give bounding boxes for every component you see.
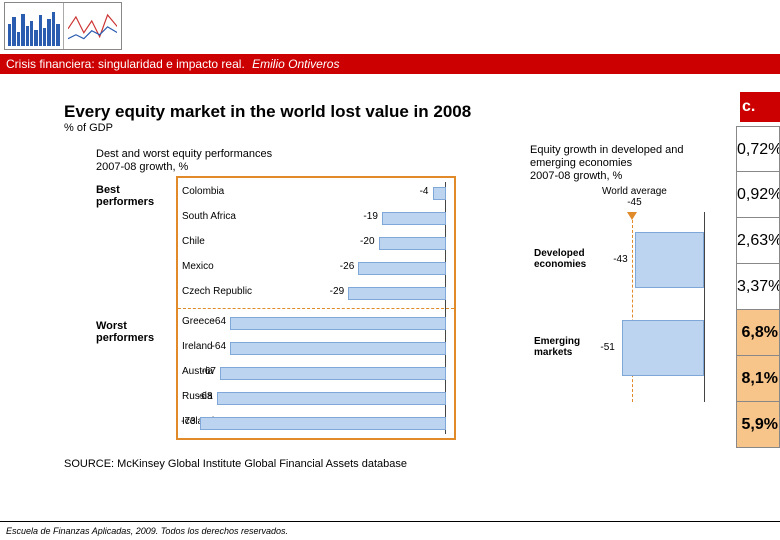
bar-rect	[358, 262, 446, 275]
left-chart-box: Colombia -4 South Africa -19 Chile -20 Mexico -…	[176, 176, 456, 440]
worst-performers-label: Worstperformers	[96, 320, 154, 344]
bar-rect	[382, 212, 446, 225]
bar-row: Czech Republic -29	[178, 282, 454, 306]
right-bar-label: Emergingmarkets	[534, 336, 580, 358]
side-table-cell: 0,92%	[736, 172, 780, 218]
bar-rect	[200, 417, 446, 430]
right-bar-rect	[635, 232, 704, 288]
bar-row: Iceland-73	[178, 412, 454, 436]
bar-row: Greece-64	[178, 312, 454, 336]
side-table-header: c. Ce	[740, 92, 780, 122]
bar-label: Czech Republic	[182, 286, 252, 297]
world-average-marker-icon	[627, 212, 637, 220]
bar-value: -4	[420, 186, 429, 197]
thumbnail-charts	[4, 2, 122, 50]
bar-label: South Africa	[182, 211, 236, 222]
bar-value: -19	[363, 211, 377, 222]
best-performers-label: Bestperformers	[96, 184, 154, 208]
bar-rect	[230, 317, 446, 330]
right-chart-title-l1: Equity growth in developed and	[530, 144, 684, 157]
bar-label: Ireland	[182, 341, 213, 352]
right-chart-title: Equity growth in developed and emerging …	[530, 144, 684, 183]
bar-value: -73	[181, 416, 195, 427]
right-bar-label: Developedeconomies	[534, 248, 586, 270]
bar-value: -29	[330, 286, 344, 297]
title-bar: Crisis financiera: singularidad e impact…	[0, 54, 780, 74]
bar-label: Greece	[182, 316, 215, 327]
right-chart-axis	[704, 212, 705, 402]
bar-value: -67	[201, 366, 215, 377]
right-bar-rect	[622, 320, 704, 376]
left-chart-title-l2: 2007-08 growth, %	[96, 161, 272, 174]
bar-row: Colombia -4	[178, 182, 454, 206]
world-average-label: World average-45	[602, 186, 667, 208]
page-root: Crisis financiera: singularidad e impact…	[0, 0, 780, 540]
source-text: SOURCE: McKinsey Global Institute Global…	[64, 458, 407, 470]
side-table-cell: 0,72%	[736, 126, 780, 172]
side-table-cell: 2,63%	[736, 218, 780, 264]
bar-row: Russia-68	[178, 387, 454, 411]
bar-row: Ireland-64	[178, 337, 454, 361]
thumb-line-chart	[64, 3, 122, 49]
right-chart-title-l2: emerging economies	[530, 157, 684, 170]
bar-label: Mexico	[182, 261, 214, 272]
bar-row: Chile -20	[178, 232, 454, 256]
side-table: 0,72%0,92%2,63%3,37%6,8%8,1%5,9%	[736, 126, 780, 448]
bar-row: Mexico -26	[178, 257, 454, 281]
side-table-cell: 6,8%	[736, 310, 780, 356]
left-chart-title: Dest and worst equity performances 2007-…	[96, 148, 272, 174]
bar-row: South Africa -19	[178, 207, 454, 231]
left-chart-title-l1: Dest and worst equity performances	[96, 148, 272, 161]
side-table-cell: 3,37%	[736, 264, 780, 310]
bar-rect	[348, 287, 446, 300]
side-table-cell: 5,9%	[736, 402, 780, 448]
title-bar-text: Crisis financiera: singularidad e impact…	[6, 57, 245, 71]
headline-title: Every equity market in the world lost va…	[64, 102, 471, 122]
bar-value: -64	[212, 341, 226, 352]
footer-text: Escuela de Finanzas Aplicadas, 2009. Tod…	[0, 521, 780, 540]
bar-rect	[220, 367, 446, 380]
right-bar-value: -51	[600, 342, 614, 353]
bar-rect	[217, 392, 447, 405]
bar-value: -64	[212, 316, 226, 327]
side-table-cell: 8,1%	[736, 356, 780, 402]
bar-row: Austria-67	[178, 362, 454, 386]
title-bar-author: Emilio Ontiveros	[252, 57, 339, 71]
bar-value: -68	[198, 391, 212, 402]
bar-label: Colombia	[182, 186, 224, 197]
left-chart-divider	[178, 308, 454, 309]
right-chart-title-l3: 2007-08 growth, %	[530, 170, 684, 183]
bar-label: Chile	[182, 236, 205, 247]
headline-subtitle: % of GDP	[64, 122, 113, 134]
bar-value: -26	[340, 261, 354, 272]
bar-rect	[379, 237, 447, 250]
bar-rect	[230, 342, 446, 355]
bar-value: -20	[360, 236, 374, 247]
bar-rect	[433, 187, 447, 200]
thumb-bar-chart	[5, 3, 64, 49]
right-bar-value: -43	[613, 254, 627, 265]
